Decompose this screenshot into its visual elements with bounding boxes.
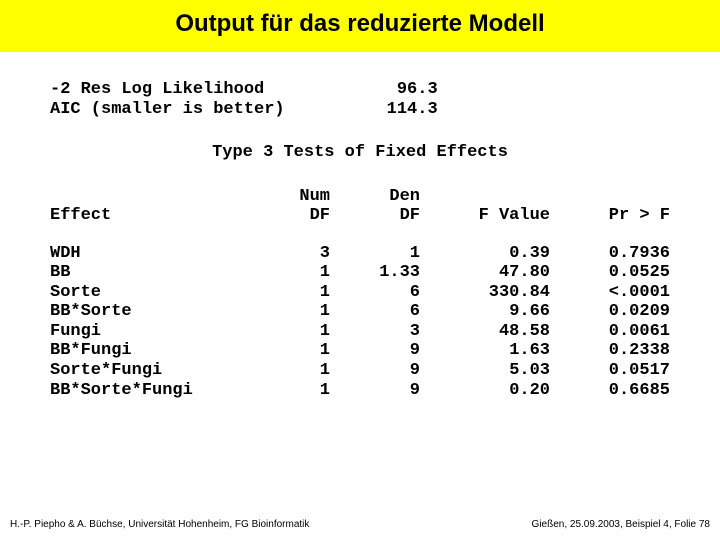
cell-den-df: 9 xyxy=(330,341,420,361)
cell-effect: BB xyxy=(50,263,240,283)
col-header-f-value: F Value xyxy=(420,187,550,244)
cell-f-value: 48.58 xyxy=(420,322,550,342)
cell-effect: BB*Sorte xyxy=(50,302,240,322)
cell-den-df: 9 xyxy=(330,381,420,401)
cell-effect: BB*Fungi xyxy=(50,341,240,361)
cell-pr-f: <.0001 xyxy=(550,283,670,303)
cell-f-value: 9.66 xyxy=(420,302,550,322)
cell-f-value: 1.63 xyxy=(420,341,550,361)
footer-right: Gießen, 25.09.2003, Beispiel 4, Folie 78 xyxy=(532,519,710,530)
cell-num-df: 1 xyxy=(240,322,330,342)
cell-f-value: 330.84 xyxy=(420,283,550,303)
title-bar: Output für das reduzierte Modell xyxy=(0,0,720,52)
cell-pr-f: 0.7936 xyxy=(550,244,670,264)
cell-pr-f: 0.2338 xyxy=(550,341,670,361)
cell-den-df: 3 xyxy=(330,322,420,342)
cell-num-df: 3 xyxy=(240,244,330,264)
cell-effect: Fungi xyxy=(50,322,240,342)
footer-left: H.-P. Piepho & A. Büchse, Universität Ho… xyxy=(10,519,309,530)
cell-den-df: 1 xyxy=(330,244,420,264)
cell-num-df: 1 xyxy=(240,381,330,401)
cell-den-df: 1.33 xyxy=(330,263,420,283)
fixed-effects-table: EffectNum DFDen DF F Value Pr > FWDH310.… xyxy=(50,187,670,400)
cell-pr-f: 0.6685 xyxy=(550,381,670,401)
cell-pr-f: 0.0061 xyxy=(550,322,670,342)
cell-den-df: 6 xyxy=(330,302,420,322)
col-header-num-df: Num DF xyxy=(240,187,330,244)
cell-f-value: 0.39 xyxy=(420,244,550,264)
content-area: -2 Res Log Likelihood 96.3 AIC (smaller … xyxy=(0,52,720,400)
cell-pr-f: 0.0517 xyxy=(550,361,670,381)
cell-num-df: 1 xyxy=(240,283,330,303)
fit-statistics-block: -2 Res Log Likelihood 96.3 AIC (smaller … xyxy=(50,80,670,119)
page-title: Output für das reduzierte Modell xyxy=(0,10,720,38)
cell-effect: BB*Sorte*Fungi xyxy=(50,381,240,401)
col-header-effect: Effect xyxy=(50,187,240,244)
cell-effect: Sorte xyxy=(50,283,240,303)
section-title: Type 3 Tests of Fixed Effects xyxy=(50,143,670,163)
cell-den-df: 6 xyxy=(330,283,420,303)
cell-num-df: 1 xyxy=(240,361,330,381)
cell-pr-f: 0.0209 xyxy=(550,302,670,322)
cell-den-df: 9 xyxy=(330,361,420,381)
cell-num-df: 1 xyxy=(240,302,330,322)
cell-pr-f: 0.0525 xyxy=(550,263,670,283)
col-header-pr-f: Pr > F xyxy=(550,187,670,244)
cell-effect: WDH xyxy=(50,244,240,264)
cell-f-value: 5.03 xyxy=(420,361,550,381)
cell-effect: Sorte*Fungi xyxy=(50,361,240,381)
col-header-den-df: Den DF xyxy=(330,187,420,244)
cell-num-df: 1 xyxy=(240,341,330,361)
cell-f-value: 0.20 xyxy=(420,381,550,401)
footer: H.-P. Piepho & A. Büchse, Universität Ho… xyxy=(10,519,710,530)
cell-num-df: 1 xyxy=(240,263,330,283)
cell-f-value: 47.80 xyxy=(420,263,550,283)
